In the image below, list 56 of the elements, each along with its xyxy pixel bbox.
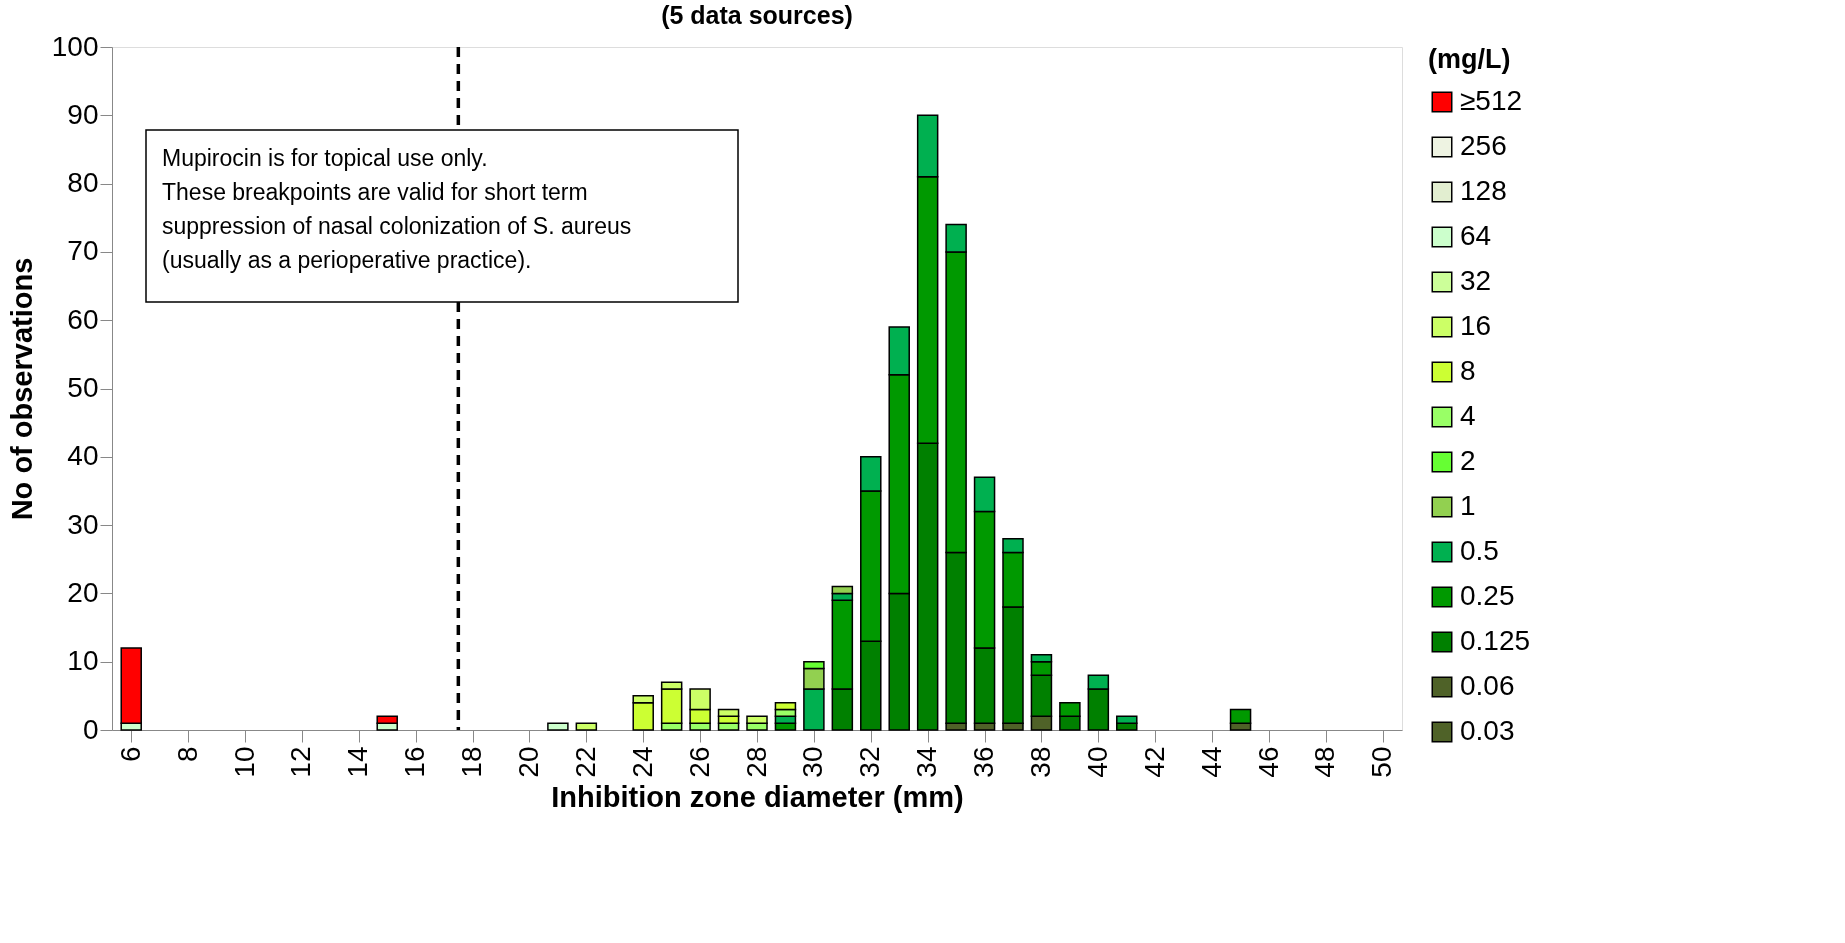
legend-label: 0.03: [1460, 715, 1515, 746]
legend-label: 16: [1460, 310, 1492, 341]
x-tick-label: 38: [1024, 746, 1056, 778]
legend-label: 64: [1460, 220, 1492, 251]
y-tick-label: 100: [51, 30, 99, 62]
y-axis-title: No of observations: [5, 257, 38, 521]
y-tick-label: 0: [82, 713, 99, 745]
legend-label: 0.125: [1460, 625, 1531, 656]
y-tick-label: 50: [67, 372, 99, 403]
legend-label: 256: [1460, 130, 1507, 161]
x-tick-label: 36: [968, 746, 1000, 778]
annotation: Mupirocin is for topical use only. These breakpoints are valid for short term suppression of nasal colonization of S. aureus (usually as a perioperative practice).: [162, 145, 632, 273]
legend-label: 0.25: [1460, 580, 1515, 611]
y-tick-label: 30: [67, 508, 99, 540]
y-tick-label: 60: [67, 303, 99, 335]
x-tick-label: 44: [1195, 746, 1227, 778]
legend-label: 1: [1460, 490, 1476, 521]
y-tick-label: 90: [67, 98, 99, 130]
legend-label: 128: [1460, 175, 1507, 206]
x-tick-label: 14: [342, 746, 374, 778]
x-tick-label: 8: [171, 746, 203, 763]
x-tick-label: 32: [854, 746, 886, 778]
legend-title: (mg/L): [1428, 44, 1511, 74]
legend-label: 32: [1460, 265, 1492, 296]
x-tick-label: 40: [1081, 746, 1113, 778]
x-tick-label: 28: [740, 746, 772, 778]
x-tick-label: 20: [512, 746, 544, 778]
bar: [547, 722, 569, 731]
x-tick-label: 48: [1309, 746, 1341, 778]
x-tick-label: 22: [569, 746, 601, 778]
x-tick-label: 18: [456, 746, 488, 778]
chart-title: (5 data sources): [661, 1, 853, 29]
x-tick-label: 12: [285, 746, 317, 778]
x-tick-label: 30: [797, 746, 829, 778]
legend-label: 0.5: [1460, 535, 1499, 566]
x-tick-label: 24: [626, 746, 658, 778]
y-tick-label: 10: [67, 645, 99, 677]
x-axis-title: Inhibition zone diameter (mm): [551, 780, 964, 813]
bar: [575, 722, 598, 731]
x-tick-label: 34: [911, 746, 943, 778]
x-tick-label: 10: [228, 746, 260, 778]
y-tick-label: 20: [67, 576, 99, 608]
legend-label: ≥512: [1460, 85, 1523, 116]
y-tick-label: 40: [67, 440, 99, 472]
x-tick-label: 16: [399, 746, 431, 778]
legend-label: 8: [1460, 355, 1476, 386]
legend-label: 4: [1460, 400, 1476, 431]
x-tick-label: 26: [683, 746, 715, 778]
x-tick-label: 42: [1138, 746, 1170, 778]
y-tick-label: 80: [67, 167, 99, 199]
x-tick-label: 50: [1366, 746, 1398, 778]
x-tick-label: 6: [114, 746, 146, 763]
x-tick-label: 46: [1252, 746, 1284, 778]
legend-label: 2: [1460, 445, 1476, 476]
legend-label: 0.06: [1460, 670, 1515, 701]
y-tick-label: 70: [67, 235, 99, 267]
